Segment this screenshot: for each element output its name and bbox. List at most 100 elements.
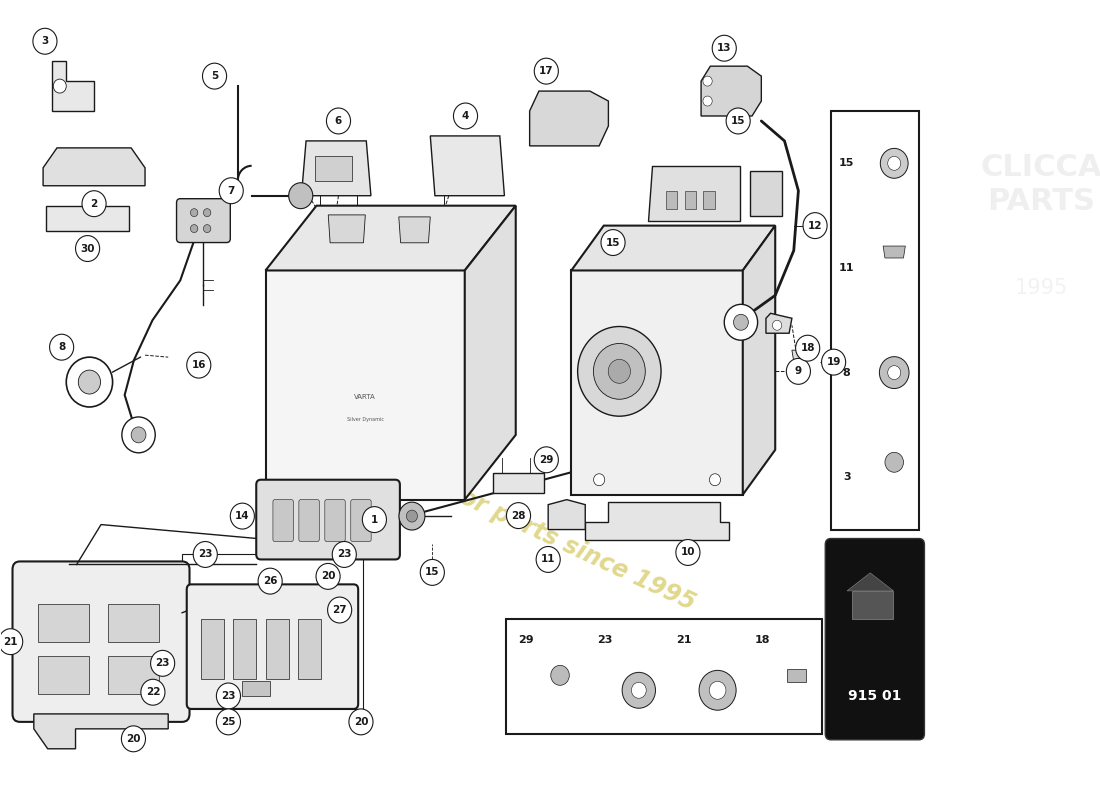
Text: 3: 3	[843, 472, 850, 482]
Circle shape	[734, 314, 748, 330]
Circle shape	[190, 225, 198, 233]
Bar	[183, 554, 363, 709]
Circle shape	[53, 79, 66, 93]
Circle shape	[76, 235, 100, 262]
Circle shape	[0, 629, 23, 654]
Circle shape	[151, 650, 175, 676]
Circle shape	[349, 709, 373, 735]
Text: VARTA: VARTA	[354, 394, 376, 399]
Text: 8: 8	[58, 342, 65, 352]
Polygon shape	[766, 314, 792, 334]
Bar	[108, 656, 158, 694]
Text: 2: 2	[90, 198, 98, 209]
Circle shape	[703, 96, 712, 106]
Circle shape	[327, 108, 351, 134]
Circle shape	[698, 670, 736, 710]
Text: 28: 28	[512, 510, 526, 521]
Circle shape	[888, 156, 901, 170]
Bar	[46, 206, 130, 230]
Bar	[265, 619, 288, 679]
Bar	[108, 604, 158, 642]
Circle shape	[578, 326, 661, 416]
Text: 7: 7	[228, 186, 235, 196]
Circle shape	[506, 502, 530, 529]
FancyBboxPatch shape	[273, 500, 294, 542]
Circle shape	[888, 366, 901, 379]
Bar	[39, 604, 89, 642]
Text: 21: 21	[676, 635, 692, 645]
Circle shape	[204, 225, 211, 233]
Polygon shape	[529, 91, 608, 146]
FancyBboxPatch shape	[351, 500, 371, 542]
Text: 18: 18	[755, 635, 770, 645]
FancyBboxPatch shape	[12, 562, 189, 722]
Text: 30: 30	[80, 243, 95, 254]
Polygon shape	[742, 226, 775, 494]
FancyBboxPatch shape	[825, 538, 924, 740]
Circle shape	[288, 182, 312, 209]
Text: 23: 23	[221, 691, 235, 701]
Circle shape	[772, 320, 782, 330]
Circle shape	[328, 597, 352, 623]
Circle shape	[623, 672, 656, 708]
Text: 5: 5	[211, 71, 218, 81]
Circle shape	[217, 709, 241, 735]
Polygon shape	[571, 226, 775, 270]
Polygon shape	[265, 206, 516, 270]
Circle shape	[187, 352, 211, 378]
Text: 11: 11	[541, 554, 556, 565]
Polygon shape	[548, 500, 585, 530]
Text: 15: 15	[425, 567, 440, 578]
Circle shape	[786, 358, 811, 384]
Circle shape	[703, 76, 712, 86]
Circle shape	[803, 213, 827, 238]
Polygon shape	[34, 714, 168, 749]
Text: 20: 20	[354, 717, 368, 727]
Polygon shape	[847, 573, 893, 591]
Text: 4: 4	[462, 111, 470, 121]
Circle shape	[675, 539, 700, 566]
Text: 23: 23	[337, 550, 352, 559]
Circle shape	[332, 542, 356, 567]
Circle shape	[82, 190, 106, 217]
Text: 23: 23	[155, 658, 169, 668]
Circle shape	[121, 726, 145, 752]
Text: 23: 23	[198, 550, 212, 559]
Polygon shape	[585, 502, 729, 539]
Circle shape	[194, 542, 218, 567]
Polygon shape	[265, 270, 465, 500]
Bar	[242, 681, 271, 696]
Bar	[39, 656, 89, 694]
Circle shape	[141, 679, 165, 705]
Text: 13: 13	[717, 43, 732, 54]
Polygon shape	[792, 350, 806, 367]
Circle shape	[594, 474, 605, 486]
Polygon shape	[465, 206, 516, 500]
Circle shape	[219, 178, 243, 204]
Circle shape	[50, 334, 74, 360]
Text: 29: 29	[518, 635, 534, 645]
Text: 25: 25	[221, 717, 235, 727]
Circle shape	[608, 359, 630, 383]
Polygon shape	[883, 246, 905, 258]
Circle shape	[202, 63, 227, 89]
FancyBboxPatch shape	[256, 480, 400, 559]
Circle shape	[258, 568, 283, 594]
Bar	[830, 111, 918, 530]
Circle shape	[795, 335, 820, 361]
Text: ac  sc: ac sc	[309, 479, 321, 483]
Text: 29: 29	[539, 454, 553, 465]
Circle shape	[535, 447, 559, 473]
Text: a passion for parts since 1995: a passion for parts since 1995	[323, 424, 698, 615]
Circle shape	[406, 510, 418, 522]
FancyBboxPatch shape	[176, 198, 230, 242]
Text: 1995: 1995	[1014, 278, 1068, 298]
Text: 16: 16	[191, 360, 206, 370]
Text: 11: 11	[839, 263, 855, 273]
Text: 14: 14	[235, 511, 250, 521]
Circle shape	[726, 108, 750, 134]
Circle shape	[66, 357, 112, 407]
FancyBboxPatch shape	[324, 500, 345, 542]
Circle shape	[710, 474, 720, 486]
Text: 15: 15	[606, 238, 620, 247]
